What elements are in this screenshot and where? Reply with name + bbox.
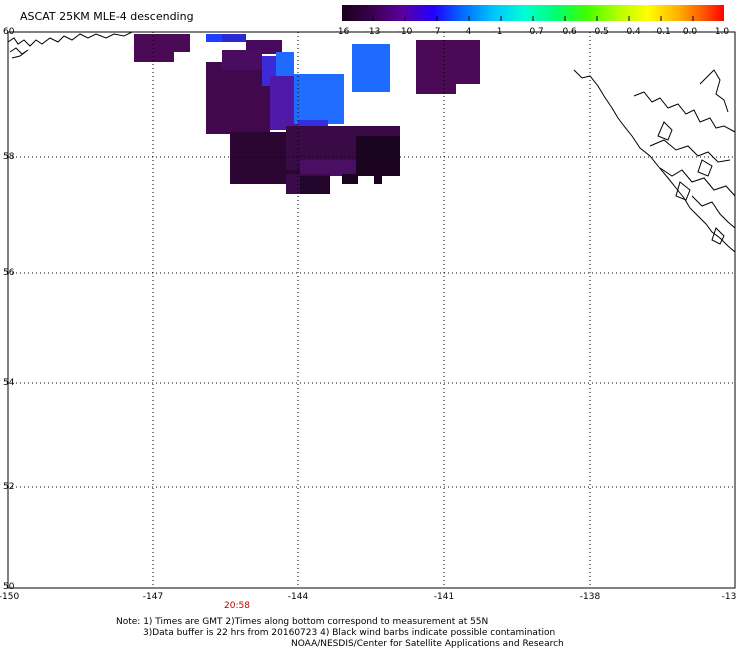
graticule xyxy=(8,32,735,588)
lat-label: 60 xyxy=(3,27,15,37)
data-swath xyxy=(134,34,480,194)
lon-label: -147 xyxy=(142,592,164,602)
lon-label: -138 xyxy=(579,592,601,602)
lon-label: -13 xyxy=(721,592,737,602)
note-line-2: 3)Data buffer is 22 hrs from 20160723 4)… xyxy=(143,628,556,638)
lat-label: 56 xyxy=(3,268,15,278)
lat-label: 58 xyxy=(3,152,15,162)
lon-label: -141 xyxy=(433,592,455,602)
coastline xyxy=(7,31,736,253)
colorbar xyxy=(342,5,724,21)
lat-label: 50 xyxy=(3,582,15,592)
map-title: ASCAT 25KM MLE-4 descending xyxy=(20,10,194,23)
map-frame xyxy=(7,31,736,589)
lat-label: 52 xyxy=(3,482,15,492)
note-line-3: NOAA/NESDIS/Center for Satellite Applica… xyxy=(291,639,564,649)
lon-label: -150 xyxy=(0,592,20,602)
pass-time-label: 20:58 xyxy=(224,601,250,611)
lon-label: -144 xyxy=(287,592,309,602)
lat-label: 54 xyxy=(3,378,15,388)
note-line-1: Note: 1) Times are GMT 2)Times along bot… xyxy=(116,617,489,627)
